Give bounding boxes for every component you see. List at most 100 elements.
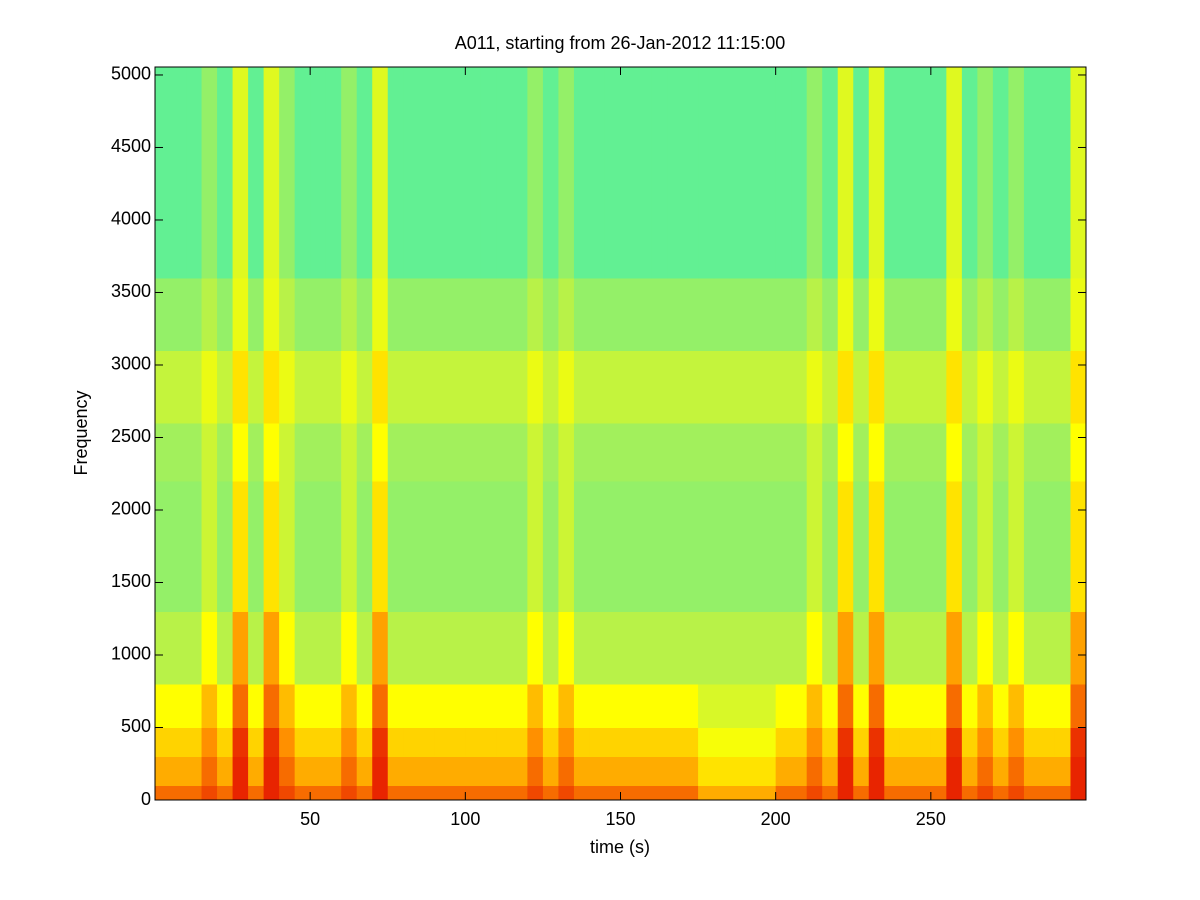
heat-cell: [542, 422, 559, 482]
heat-cell: [589, 480, 606, 612]
heat-cell: [310, 67, 327, 279]
heat-cell: [620, 480, 637, 612]
heat-cell: [899, 756, 916, 786]
heat-cell: [620, 611, 637, 685]
heat-cell: [356, 350, 373, 424]
heat-cell: [542, 727, 559, 757]
heat-cell: [418, 727, 435, 757]
heat-cell: [604, 350, 621, 424]
heat-cell: [915, 683, 932, 728]
heat-cell: [496, 480, 513, 612]
heat-cell: [899, 727, 916, 757]
heat-cell: [170, 756, 187, 786]
heat-cell: [651, 350, 668, 424]
heat-cell: [698, 277, 715, 351]
heat-cell: [341, 785, 358, 801]
heat-cell: [1008, 480, 1025, 612]
heat-cell: [992, 611, 1009, 685]
heat-cell: [170, 422, 187, 482]
heat-cell: [744, 785, 761, 801]
heat-cell: [930, 67, 947, 279]
heat-cell: [930, 785, 947, 801]
heat-cell: [294, 350, 311, 424]
heat-cell: [201, 350, 218, 424]
heat-cell: [884, 611, 901, 685]
heat-cell: [248, 785, 265, 801]
heat-cell: [1070, 727, 1087, 757]
heat-cell: [930, 756, 947, 786]
heat-cell: [232, 422, 249, 482]
heat-cell: [589, 727, 606, 757]
heat-cell: [310, 277, 327, 351]
heat-cell: [930, 350, 947, 424]
heat-cell: [589, 683, 606, 728]
heat-cell: [884, 350, 901, 424]
heat-cell: [667, 611, 684, 685]
heat-cell: [279, 611, 296, 685]
heat-cell: [853, 727, 870, 757]
heat-cell: [744, 67, 761, 279]
heat-cell: [325, 480, 342, 612]
heat-cell: [294, 785, 311, 801]
heat-cell: [248, 756, 265, 786]
heat-cell: [558, 422, 575, 482]
heat-cell: [186, 683, 203, 728]
heat-cell: [403, 683, 420, 728]
heat-cell: [636, 277, 653, 351]
heat-cell: [698, 422, 715, 482]
heat-cell: [465, 277, 482, 351]
heat-cell: [899, 67, 916, 279]
heat-cell: [667, 480, 684, 612]
heat-cell: [760, 756, 777, 786]
heat-cell: [868, 756, 885, 786]
heat-cell: [729, 785, 746, 801]
heat-cell: [465, 785, 482, 801]
heat-cell: [511, 756, 528, 786]
heat-cell: [837, 277, 854, 351]
heat-cell: [527, 727, 544, 757]
heat-cell: [977, 67, 994, 279]
heat-cell: [527, 480, 544, 612]
heat-cell: [434, 277, 451, 351]
heat-cell: [806, 756, 823, 786]
y-tick-label: 1000: [111, 644, 151, 664]
heat-cell: [651, 422, 668, 482]
heat-cell: [620, 67, 637, 279]
heat-cell: [232, 277, 249, 351]
heat-cell: [1054, 611, 1071, 685]
heat-cell: [511, 611, 528, 685]
heat-cell: [977, 756, 994, 786]
heat-cell: [946, 480, 963, 612]
heat-cell: [899, 480, 916, 612]
heat-cell: [356, 756, 373, 786]
heat-cell: [325, 277, 342, 351]
heat-cell: [744, 277, 761, 351]
heat-cell: [434, 480, 451, 612]
heat-cell: [915, 350, 932, 424]
heat-cell: [480, 611, 497, 685]
heat-cell: [263, 277, 280, 351]
heat-cell: [1054, 350, 1071, 424]
heat-cell: [1039, 480, 1056, 612]
heat-cell: [837, 785, 854, 801]
heat-cell: [806, 480, 823, 612]
heat-cell: [1039, 350, 1056, 424]
heat-cell: [837, 350, 854, 424]
heat-cell: [558, 67, 575, 279]
heat-cell: [729, 611, 746, 685]
heat-cell: [806, 683, 823, 728]
heat-cell: [418, 277, 435, 351]
heat-cell: [884, 683, 901, 728]
heat-cell: [1070, 67, 1087, 279]
heat-cell: [853, 683, 870, 728]
heat-cell: [263, 683, 280, 728]
heat-cell: [558, 277, 575, 351]
heat-cell: [449, 756, 466, 786]
heat-cell: [791, 727, 808, 757]
chart-title: A011, starting from 26-Jan-2012 11:15:00: [455, 33, 786, 53]
heat-cell: [791, 480, 808, 612]
heat-cell: [915, 277, 932, 351]
heat-cell: [744, 683, 761, 728]
heat-cell: [930, 277, 947, 351]
heat-cell: [806, 727, 823, 757]
